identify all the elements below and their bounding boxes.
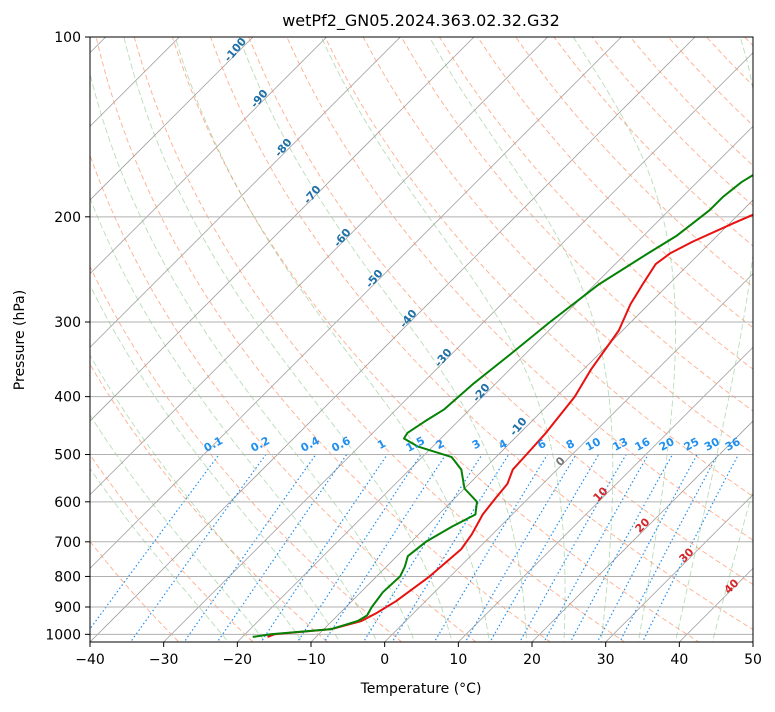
x-tick-label: −20 — [223, 652, 253, 668]
y-tick-label: 200 — [54, 210, 81, 226]
y-tick-label: 600 — [54, 495, 81, 511]
x-tick-label: 20 — [523, 652, 541, 668]
x-tick-label: −30 — [149, 652, 179, 668]
y-tick-label: 1000 — [45, 627, 81, 643]
x-tick-label: −40 — [75, 652, 105, 668]
x-axis-ticks: −40 −30 −20 −10 0 10 20 30 40 50 — [75, 642, 762, 668]
x-tick-label: 30 — [597, 652, 615, 668]
x-tick-label: −10 — [296, 652, 326, 668]
y-tick-label: 100 — [54, 30, 81, 46]
y-tick-label: 400 — [54, 390, 81, 406]
y-tick-label: 800 — [54, 569, 81, 585]
y-tick-label: 900 — [54, 600, 81, 616]
x-tick-label: 10 — [449, 652, 467, 668]
y-tick-label: 700 — [54, 535, 81, 551]
x-tick-label: 40 — [670, 652, 688, 668]
y-tick-label: 500 — [54, 448, 81, 464]
y-axis-ticks: 100 200 300 400 500 600 700 800 900 1000 — [45, 30, 90, 643]
plot-background — [90, 37, 753, 642]
chart-title: wetPf2_GN05.2024.363.02.32.G32 — [282, 11, 560, 31]
x-axis-title: Temperature (°C) — [360, 681, 482, 697]
x-tick-label: 50 — [744, 652, 762, 668]
y-tick-label: 300 — [54, 315, 81, 331]
y-axis-title: Pressure (hPa) — [12, 290, 28, 390]
x-tick-label: 0 — [380, 652, 389, 668]
